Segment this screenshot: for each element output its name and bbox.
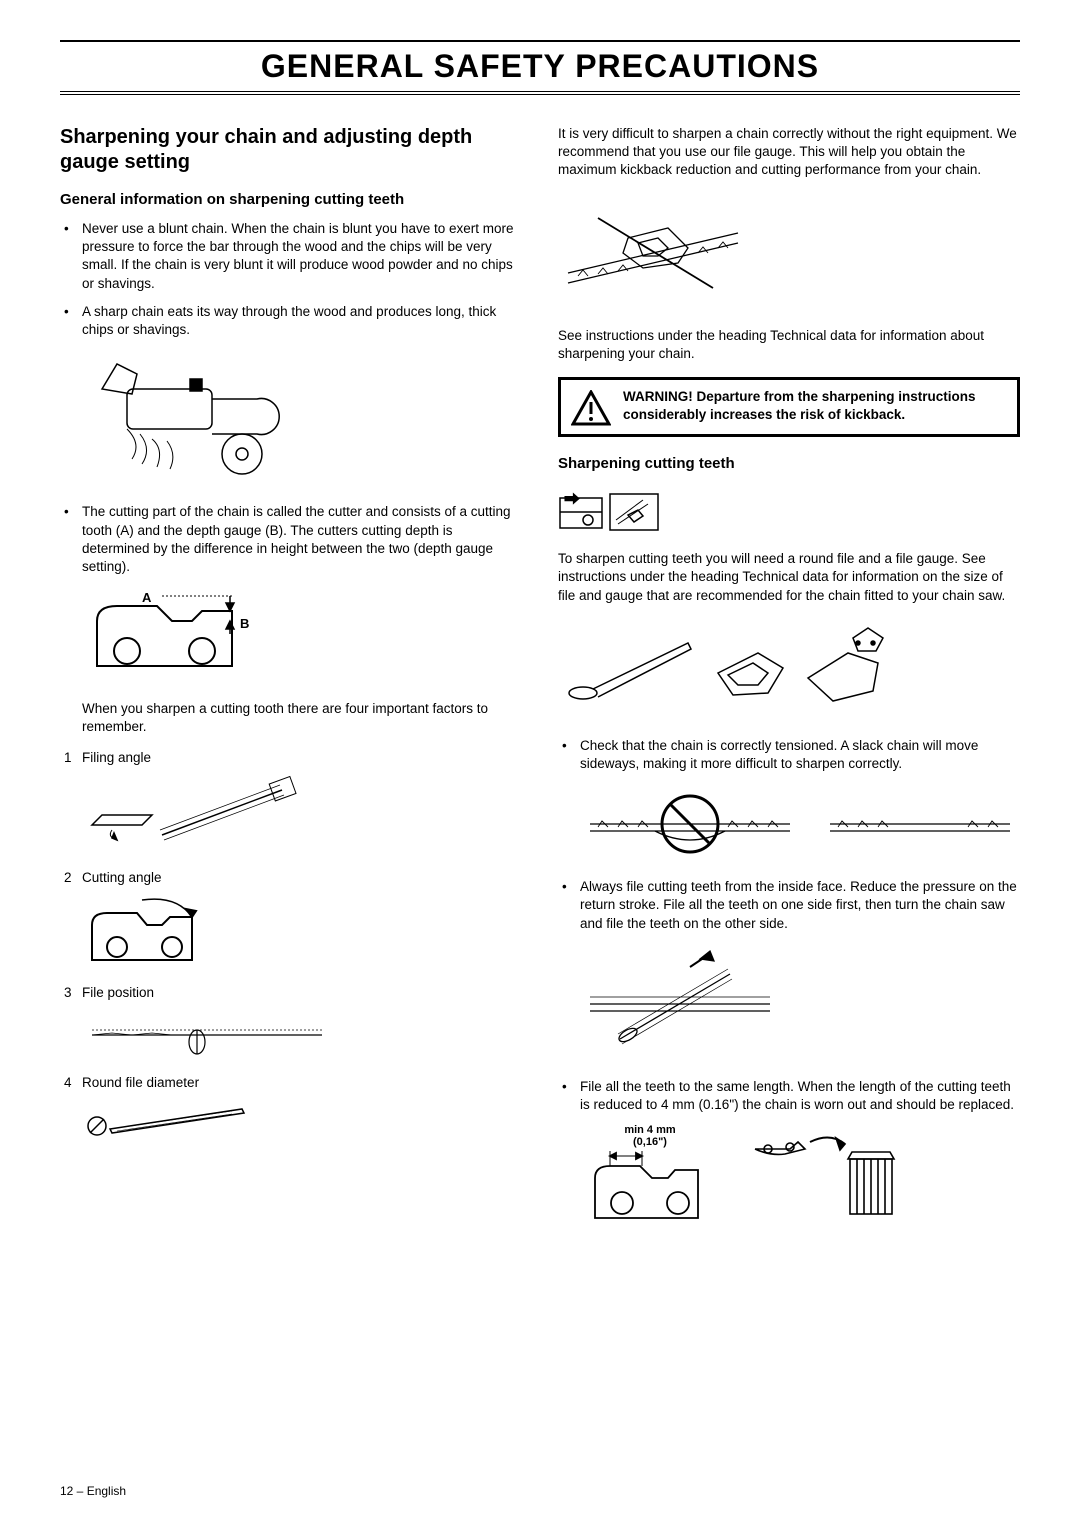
subsection-sharpening-teeth: Sharpening cutting teeth bbox=[558, 455, 1020, 472]
cutter-ab-illustration: A B bbox=[82, 586, 282, 686]
factor-label-3: File position bbox=[82, 985, 154, 1000]
factor-cutting-angle: 2Cutting angle bbox=[82, 869, 518, 970]
bullet-list-2: The cutting part of the chain is called … bbox=[60, 503, 518, 576]
factor-label-4: Round file diameter bbox=[82, 1075, 199, 1090]
para-roundfile: To sharpen cutting teeth you will need a… bbox=[558, 550, 1020, 605]
file-diameter-illustration bbox=[82, 1101, 252, 1146]
bullet-sharp-chain: A sharp chain eats its way through the w… bbox=[82, 303, 518, 339]
filing-angle-illustration bbox=[82, 775, 302, 855]
page-title: GENERAL SAFETY PRECAUTIONS bbox=[60, 44, 1020, 91]
discard-illustration bbox=[750, 1124, 900, 1224]
factor-file-position: 3File position bbox=[82, 984, 518, 1060]
warning-box: WARNING! Departure from the sharpening i… bbox=[558, 377, 1020, 437]
bullet-list-1: Never use a blunt chain. When the chain … bbox=[60, 220, 518, 339]
min-label-2: (0,16") bbox=[580, 1136, 720, 1148]
bullet-blunt-chain: Never use a blunt chain. When the chain … bbox=[82, 220, 518, 293]
bullet-tension: Check that the chain is correctly tensio… bbox=[580, 737, 1020, 773]
factors-list: 1Filing angle 2Cutting angle bbox=[60, 749, 518, 1146]
bullet-list-right-2: Always file cutting teeth from the insid… bbox=[558, 878, 1020, 933]
content-columns: Sharpening your chain and adjusting dept… bbox=[60, 125, 1020, 1233]
warning-text: WARNING! Departure from the sharpening i… bbox=[623, 388, 1007, 424]
bullet-list-right-1: Check that the chain is correctly tensio… bbox=[558, 737, 1020, 773]
rule-top bbox=[60, 40, 1020, 42]
bullet-same-length: File all the teeth to the same length. W… bbox=[580, 1078, 1020, 1114]
para-equipment: It is very difficult to sharpen a chain … bbox=[558, 125, 1020, 180]
right-column: It is very difficult to sharpen a chain … bbox=[558, 125, 1020, 1233]
rule-thin bbox=[60, 91, 1020, 92]
factors-intro: When you sharpen a cutting tooth there a… bbox=[60, 700, 518, 736]
page-footer: 12 – English bbox=[60, 1484, 126, 1498]
bullet-cutter-parts: The cutting part of the chain is called … bbox=[82, 503, 518, 576]
filing-direction-illustration bbox=[580, 949, 780, 1059]
chainsaw-chips-illustration bbox=[82, 349, 282, 489]
section-title: Sharpening your chain and adjusting dept… bbox=[60, 125, 518, 175]
label-b: B bbox=[240, 616, 249, 631]
label-a: A bbox=[142, 590, 152, 605]
factor-file-diameter: 4Round file diameter bbox=[82, 1074, 518, 1145]
sharpen-icons bbox=[558, 490, 668, 535]
factor-filing-angle: 1Filing angle bbox=[82, 749, 518, 855]
warning-icon bbox=[571, 390, 611, 426]
bullet-list-right-3: File all the teeth to the same length. W… bbox=[558, 1078, 1020, 1114]
min-length-illustration bbox=[580, 1148, 720, 1228]
file-and-gauges-illustration bbox=[558, 623, 908, 718]
min-length-group: min 4 mm (0,16") bbox=[580, 1124, 720, 1233]
subsection-general-info: General information on sharpening cuttin… bbox=[60, 191, 518, 208]
file-position-illustration bbox=[82, 1010, 332, 1060]
file-gauge-chain-illustration bbox=[558, 198, 758, 308]
rule-bottom bbox=[60, 94, 1020, 95]
factor-label-1: Filing angle bbox=[82, 750, 151, 765]
bullet-inside-face: Always file cutting teeth from the insid… bbox=[580, 878, 1020, 933]
cutting-angle-illustration bbox=[82, 895, 212, 970]
left-column: Sharpening your chain and adjusting dept… bbox=[60, 125, 518, 1233]
factor-label-2: Cutting angle bbox=[82, 870, 162, 885]
para-techdata: See instructions under the heading Techn… bbox=[558, 327, 1020, 363]
min-label-1: min 4 mm bbox=[580, 1124, 720, 1136]
chain-tension-illustration bbox=[580, 789, 1020, 859]
